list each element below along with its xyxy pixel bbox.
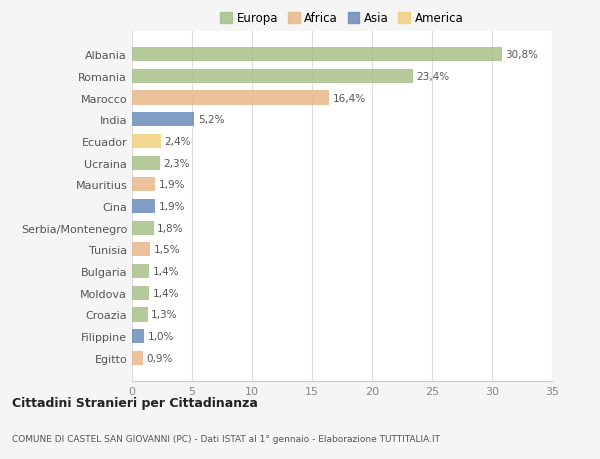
Text: 2,4%: 2,4% <box>164 137 191 146</box>
Bar <box>132 286 149 300</box>
Text: 23,4%: 23,4% <box>416 72 449 82</box>
Text: 30,8%: 30,8% <box>505 50 538 60</box>
Bar <box>132 113 194 127</box>
Bar <box>132 48 502 62</box>
Text: 1,4%: 1,4% <box>152 267 179 276</box>
Bar <box>132 221 154 235</box>
Bar <box>132 70 413 84</box>
Text: 2,3%: 2,3% <box>163 158 190 168</box>
Bar <box>132 200 155 213</box>
Bar <box>132 178 155 192</box>
Text: 1,0%: 1,0% <box>148 331 174 341</box>
Text: 0,9%: 0,9% <box>146 353 173 363</box>
Bar <box>132 330 144 343</box>
Text: COMUNE DI CASTEL SAN GIOVANNI (PC) - Dati ISTAT al 1° gennaio - Elaborazione TUT: COMUNE DI CASTEL SAN GIOVANNI (PC) - Dat… <box>12 434 440 442</box>
Text: 1,3%: 1,3% <box>151 310 178 320</box>
Text: 1,9%: 1,9% <box>158 202 185 212</box>
Text: 16,4%: 16,4% <box>332 93 365 103</box>
Bar <box>132 308 148 322</box>
Bar <box>132 156 160 170</box>
Text: 1,5%: 1,5% <box>154 245 180 255</box>
Text: 1,4%: 1,4% <box>152 288 179 298</box>
Bar <box>132 351 143 365</box>
Legend: Europa, Africa, Asia, America: Europa, Africa, Asia, America <box>218 10 466 28</box>
Text: 1,8%: 1,8% <box>157 223 184 233</box>
Text: Cittadini Stranieri per Cittadinanza: Cittadini Stranieri per Cittadinanza <box>12 396 258 409</box>
Bar <box>132 243 150 257</box>
Bar <box>132 264 149 279</box>
Bar <box>132 91 329 106</box>
Text: 5,2%: 5,2% <box>198 115 224 125</box>
Bar <box>132 134 161 149</box>
Text: 1,9%: 1,9% <box>158 180 185 190</box>
